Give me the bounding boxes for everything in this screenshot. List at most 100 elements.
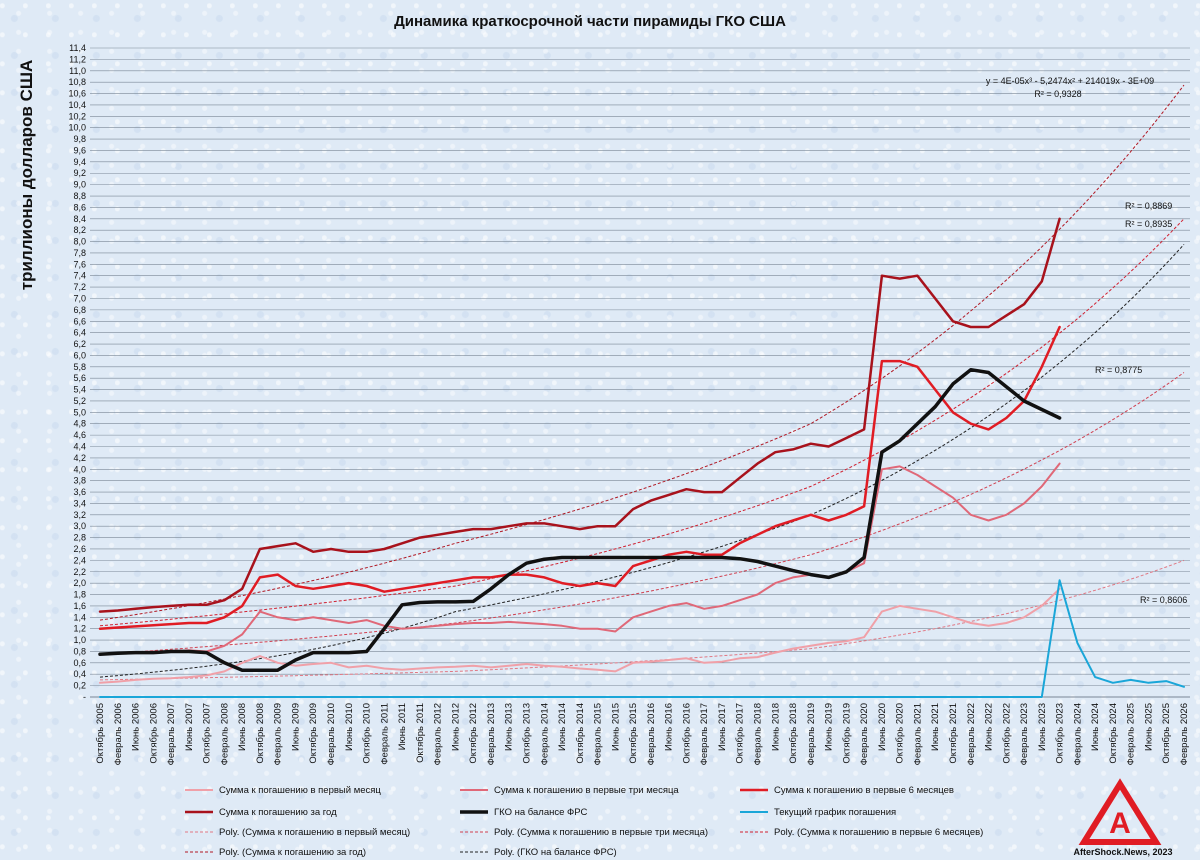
y-tick-label: 0,4: [73, 669, 86, 679]
y-tick-label: 8,4: [73, 214, 86, 224]
y-tick-label: 3,0: [73, 521, 86, 531]
trendline: [99, 559, 1185, 681]
x-tick-label: Февраль 2020: [859, 703, 870, 765]
x-tick-label: Июнь 2019: [824, 703, 835, 751]
y-tick-label: 0,2: [73, 681, 86, 691]
y-tick-label: 0,8: [73, 646, 86, 656]
trendlines: [99, 84, 1185, 681]
series-line: [99, 462, 1061, 656]
trendline: [99, 218, 1185, 627]
legend-label: Poly. (Сумма к погашению за год): [219, 847, 366, 858]
y-tick-label: 7,0: [73, 293, 86, 303]
y-tick-label: 6,2: [73, 339, 86, 349]
x-tick-label: Октябрь 2019: [841, 703, 852, 764]
x-tick-label: Октябрь 2023: [1055, 703, 1066, 764]
x-tick-label: Февраль 2016: [646, 703, 657, 765]
x-tick-label: Октябрь 2005: [95, 703, 106, 764]
x-tick-label: Октябрь 2014: [575, 703, 586, 764]
x-tick-label: Октябрь 2016: [681, 703, 692, 764]
aftershock-logo: A AfterShock.News, 2023: [1073, 778, 1173, 857]
legend: Сумма к погашению в первый месяц Сумма к …: [185, 785, 983, 858]
x-tick-label: Июнь 2016: [664, 703, 675, 751]
y-axis-label: триллионы долларов США: [17, 60, 36, 291]
trendline: [99, 372, 1185, 655]
x-tick-label: Октябрь 2006: [148, 703, 159, 764]
series-line: [99, 579, 1185, 698]
x-tick-label: Февраль 2009: [273, 703, 284, 765]
y-tick-label: 2,6: [73, 544, 86, 554]
x-tick-label: Февраль 2025: [1126, 703, 1137, 765]
x-tick-label: Октябрь 2012: [468, 703, 479, 764]
y-tick-label: 3,4: [73, 498, 86, 508]
y-tick-label: 1,0: [73, 635, 86, 645]
y-tick-label: -: [83, 692, 86, 702]
equation-r2-label: R² = 0,9328: [1034, 89, 1081, 99]
series-line: [98, 325, 1061, 630]
y-tick-label: 2,2: [73, 567, 86, 577]
x-tick-label: Октябрь 2011: [415, 703, 426, 763]
y-tick-label: 1,6: [73, 601, 86, 611]
annotations: y = 4E-05x³ - 5,2474x² + 214019x - 3E+09…: [986, 76, 1187, 605]
x-tick-label: Февраль 2014: [539, 703, 550, 765]
legend-label: Poly. (ГКО на балансе ФРС): [494, 847, 617, 858]
x-tick-label: Июнь 2011: [397, 703, 408, 750]
y-tick-label: 11,0: [69, 66, 86, 76]
y-tick-label: 9,6: [73, 145, 86, 155]
x-tick-label: Октябрь 2020: [895, 703, 906, 764]
r2-label-6m: R² = 0,8935: [1125, 219, 1172, 229]
x-tick-label: Июнь 2008: [237, 703, 248, 751]
x-tick-label: Июнь 2006: [131, 703, 142, 751]
legend-label: Poly. (Сумма к погашению в первые 6 меся…: [774, 827, 983, 838]
logo-letter-icon: A: [1109, 807, 1131, 840]
series-line: [98, 367, 1062, 672]
r2-label-year: R² = 0,8869: [1125, 201, 1172, 211]
x-tick-label: Октябрь 2009: [308, 703, 319, 764]
y-tick-label: 6,6: [73, 316, 86, 326]
r2-label-1m: R² = 0,8606: [1140, 595, 1187, 605]
x-axis-ticks: Октябрь 2005 Февраль 2006 Июнь 2006 Октябрь…: [95, 703, 1190, 765]
y-tick-label: 8,0: [73, 237, 86, 247]
y-tick-label: 9,0: [73, 180, 86, 190]
y-tick-label: 9,4: [73, 157, 86, 167]
x-tick-label: Февраль 2024: [1072, 703, 1083, 765]
y-tick-label: 6,8: [73, 305, 86, 315]
y-tick-label: 11,2: [69, 54, 86, 64]
y-tick-label: 8,2: [73, 225, 86, 235]
x-tick-label: Июнь 2012: [450, 703, 461, 751]
x-tick-label: Февраль 2015: [593, 703, 604, 765]
legend-label: Poly. (Сумма к погашению в первые три ме…: [494, 827, 708, 838]
x-tick-label: Июнь 2009: [290, 703, 301, 751]
y-tick-label: 1,2: [73, 624, 86, 634]
y-tick-label: 8,6: [73, 202, 86, 212]
chart-title: Динамика краткосрочной части пирамиды ГК…: [394, 13, 786, 30]
x-tick-label: Октябрь 2024: [1108, 703, 1119, 764]
y-tick-label: 5,6: [73, 373, 86, 383]
x-tick-label: Февраль 2008: [219, 703, 230, 765]
y-tick-label: 7,6: [73, 259, 86, 269]
x-tick-label: Октябрь 2010: [362, 703, 373, 764]
x-tick-label: Июнь 2010: [344, 703, 355, 751]
equation-label: y = 4E-05x³ - 5,2474x² + 214019x - 3E+09: [986, 76, 1154, 86]
y-tick-label: 4,2: [73, 453, 86, 463]
y-tick-label: 5,8: [73, 362, 86, 372]
x-tick-label: Февраль 2013: [486, 703, 497, 765]
logo-triangle-icon: [1078, 778, 1162, 845]
y-tick-label: 9,2: [73, 168, 86, 178]
y-tick-label: 11,4: [69, 43, 86, 53]
x-tick-label: Октябрь 2022: [1001, 703, 1012, 764]
x-tick-label: Октябрь 2018: [788, 703, 799, 764]
x-tick-label: Февраль 2011: [379, 703, 390, 765]
x-tick-label: Февраль 2021: [912, 703, 923, 765]
y-tick-label: 10,0: [68, 123, 86, 133]
y-tick-label: 10,2: [68, 111, 86, 121]
y-tick-label: 10,4: [68, 100, 86, 110]
legend-label: Текущий график погашения: [774, 807, 896, 818]
x-tick-label: Октябрь 2008: [255, 703, 266, 764]
legend-label: ГКО на балансе ФРС: [494, 807, 587, 818]
x-tick-label: Июнь 2007: [184, 703, 195, 751]
x-tick-label: Октябрь 2007: [202, 703, 213, 764]
x-tick-label: Июнь 2021: [930, 703, 941, 751]
series-line: [99, 587, 1061, 684]
legend-label: Poly. (Сумма к погашению в первый месяц): [219, 827, 410, 838]
